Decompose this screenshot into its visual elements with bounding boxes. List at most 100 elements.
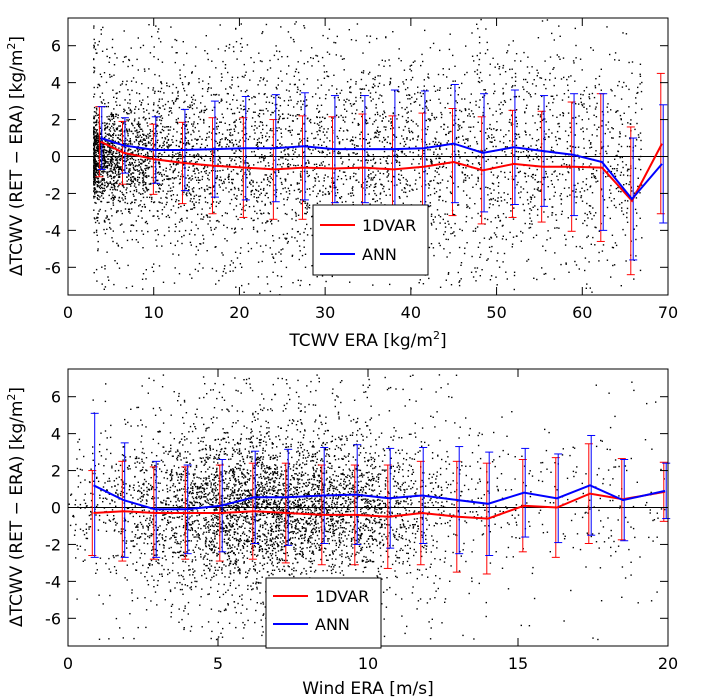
- top-scatter-point: [457, 141, 460, 144]
- top-scatter-point: [242, 116, 244, 118]
- top-scatter-point: [294, 83, 296, 86]
- top-scatter-point: [506, 278, 508, 280]
- top-scatter-point: [96, 280, 98, 282]
- top-scatter-point: [620, 191, 622, 193]
- top-scatter-point: [220, 100, 222, 102]
- top-scatter-point: [339, 152, 341, 154]
- top-scatter-point: [433, 254, 435, 257]
- top-scatter-point: [316, 123, 319, 125]
- top-scatter-point: [215, 133, 218, 135]
- top-scatter-point: [306, 78, 308, 80]
- top-scatter-point: [396, 184, 398, 186]
- top-scatter-point: [311, 47, 313, 49]
- top-scatter-point: [373, 157, 375, 160]
- top-scatter-point: [178, 171, 180, 174]
- top-scatter-point: [100, 143, 102, 145]
- top-scatter-point: [392, 31, 394, 33]
- top-scatter-point: [229, 157, 231, 159]
- top-scatter-point: [293, 106, 295, 108]
- top-scatter-point: [177, 175, 179, 177]
- top-scatter-point: [620, 285, 622, 287]
- top-scatter-point: [262, 113, 265, 115]
- top-scatter-point: [106, 172, 108, 174]
- top-scatter-point: [367, 153, 369, 155]
- top-scatter-point: [100, 149, 102, 152]
- top-scatter-point: [380, 202, 382, 204]
- top-scatter-point: [169, 178, 172, 180]
- top-scatter-point: [190, 179, 192, 181]
- top-scatter-point: [206, 144, 208, 147]
- top-scatter-point: [137, 151, 139, 153]
- top-scatter-point: [427, 109, 429, 111]
- top-scatter-point: [134, 199, 136, 201]
- top-scatter-point: [490, 128, 493, 131]
- top-scatter-point: [260, 188, 262, 190]
- top-scatter-point: [516, 184, 518, 186]
- top-scatter-point: [222, 189, 224, 191]
- top-scatter-point: [254, 121, 256, 123]
- top-scatter-point: [137, 148, 139, 150]
- top-scatter-point: [625, 85, 627, 87]
- top-scatter-point: [427, 126, 429, 128]
- top-scatter-point: [213, 150, 215, 152]
- top-scatter-point: [265, 222, 267, 224]
- top-scatter-point: [359, 133, 361, 136]
- top-scatter-point: [211, 267, 214, 270]
- top-scatter-point: [129, 169, 131, 172]
- top-scatter-point: [207, 88, 209, 90]
- top-scatter-point: [249, 172, 251, 174]
- top-scatter-point: [262, 78, 264, 81]
- top-scatter-point: [194, 172, 196, 175]
- top-scatter-point: [313, 137, 315, 140]
- top-scatter-point: [374, 192, 376, 195]
- top-scatter-point: [105, 127, 107, 129]
- top-scatter-point: [270, 219, 273, 222]
- top-scatter-point: [598, 251, 600, 254]
- top-scatter-point: [132, 124, 134, 127]
- top-scatter-point: [406, 121, 408, 124]
- top-scatter-point: [257, 114, 259, 117]
- top-scatter-point: [222, 270, 225, 273]
- top-scatter-point: [453, 214, 456, 216]
- top-scatter-point: [545, 133, 547, 135]
- top-scatter-point: [291, 143, 293, 145]
- top-scatter-point: [230, 128, 232, 131]
- top-scatter-point: [592, 236, 594, 239]
- top-scatter-point: [563, 163, 565, 165]
- top-scatter-point: [216, 175, 218, 177]
- top-scatter-point: [188, 82, 190, 84]
- top-scatter-point: [374, 174, 377, 176]
- top-scatter-point: [140, 158, 142, 161]
- top-scatter-point: [312, 149, 314, 151]
- top-scatter-point: [100, 200, 103, 203]
- top-scatter-point: [287, 153, 289, 155]
- top-scatter-point: [492, 183, 495, 185]
- top-scatter-point: [244, 108, 246, 110]
- top-scatter-point: [234, 121, 236, 123]
- top-scatter-point: [510, 124, 513, 126]
- top-scatter-point: [635, 139, 638, 141]
- top-scatter-point: [637, 91, 639, 94]
- top-scatter-point: [529, 94, 531, 96]
- top-scatter-point: [209, 186, 212, 189]
- top-scatter-point: [441, 113, 443, 116]
- top-scatter-point: [503, 252, 506, 255]
- top-scatter-point: [364, 159, 367, 162]
- top-scatter-point: [536, 214, 539, 216]
- top-scatter-point: [569, 167, 571, 169]
- top-scatter-point: [132, 180, 134, 182]
- top-scatter-point: [523, 88, 525, 91]
- top-scatter-point: [562, 57, 565, 59]
- top-scatter-point: [135, 81, 137, 83]
- top-scatter-point: [275, 86, 277, 89]
- top-scatter-point: [234, 188, 236, 190]
- top-scatter-point: [319, 130, 321, 132]
- top-scatter-point: [249, 168, 251, 170]
- top-scatter-point: [258, 185, 260, 187]
- top-scatter-point: [116, 180, 118, 183]
- top-scatter-point: [536, 148, 539, 150]
- top-scatter-point: [219, 162, 222, 164]
- top-scatter-point: [357, 124, 359, 126]
- top-scatter-point: [145, 220, 148, 223]
- top-scatter-point: [254, 103, 256, 105]
